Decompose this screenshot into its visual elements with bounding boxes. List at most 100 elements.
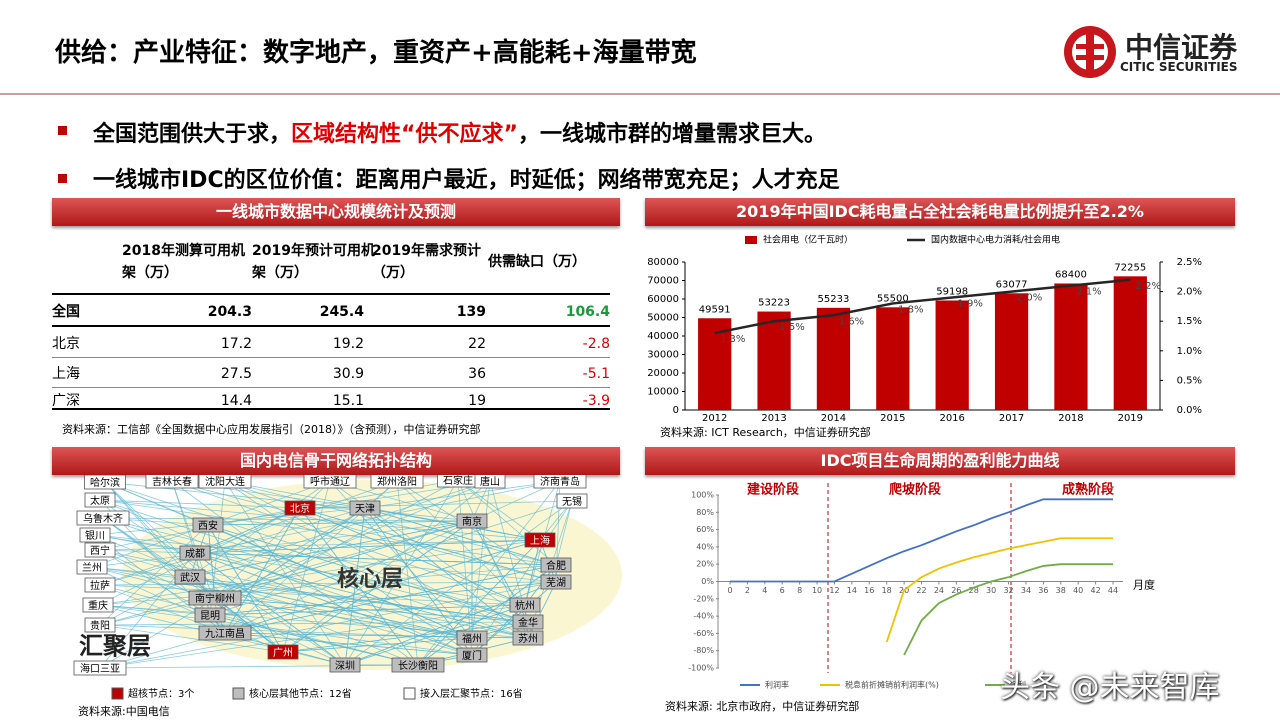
link (99, 499, 557, 566)
logo-cn: 中信证券 (1125, 31, 1238, 64)
data-label: 49591 (699, 304, 731, 315)
link (99, 524, 209, 626)
node-label: 太原 (90, 494, 110, 507)
x-tick-label: 2013 (761, 413, 786, 424)
line (885, 537, 1113, 643)
link (99, 664, 419, 669)
node-label: 兰州 (82, 561, 102, 574)
node (84, 617, 116, 633)
legend-label: 社会用电（亿千瓦时） (763, 234, 853, 246)
y2-tick-label: 1.5% (1177, 316, 1202, 327)
table-cell: 19.2 (332, 336, 364, 352)
y-tick-label: 20000 (647, 368, 679, 379)
link (282, 637, 473, 653)
node (192, 517, 224, 533)
x-tick-label: 8 (797, 586, 802, 595)
x-tick-label: 2018 (1058, 413, 1083, 424)
node (79, 527, 111, 543)
y-tick-label: -20% (693, 594, 714, 603)
node-label: 广州 (273, 647, 293, 659)
data-label: 1.5% (779, 322, 804, 333)
node (284, 500, 316, 516)
x-tick-label: 12 (829, 586, 839, 595)
y-tick-label: 80% (696, 508, 714, 517)
bar (935, 300, 969, 410)
x-tick-label: 34 (1021, 586, 1031, 595)
link (194, 552, 529, 639)
node-label: 拉萨 (90, 579, 110, 592)
node-label: 西宁 (90, 544, 110, 557)
link (214, 480, 491, 599)
link (189, 576, 529, 623)
chart: -100% -80% -60% -40% -20% 0% 20% 40% 60% 80% 100% 0… (665, 482, 1155, 714)
link (99, 520, 473, 626)
y2-tick-label: 2.0% (1177, 287, 1202, 298)
node (556, 493, 588, 509)
row-label: 广深 (52, 393, 80, 409)
link (99, 604, 526, 669)
node-label: 吉林长春 (152, 475, 192, 488)
y-tick-label: -40% (693, 612, 714, 621)
node (329, 657, 361, 673)
node-label: 福州 (462, 632, 482, 645)
link (207, 524, 216, 599)
y-tick-label: 30000 (647, 350, 679, 361)
source: 资料来源:中国电信 (78, 704, 170, 718)
bullet-text: 一线城市IDC的区位价值：距离用户最近，时延低；网络带宽充足；人才充足 (93, 168, 840, 193)
legend-label: 核心层其他节点：12省 (249, 687, 352, 700)
chart: 0 10000 20000 30000 40000 50000 60000 70000 8000… (647, 234, 1202, 440)
table-cell: 17.2 (220, 336, 252, 352)
node-label: 贵阳 (90, 619, 110, 632)
x-tick-label: 24 (934, 586, 944, 595)
legend-label: 超核节点：3个 (128, 687, 194, 700)
table-header: 2018年测算可用机架（万） (122, 243, 245, 281)
link (99, 581, 557, 669)
node-label: 海口三亚 (80, 662, 120, 675)
table-cell: 27.5 (220, 366, 252, 382)
y-tick-label: 50000 (647, 313, 679, 324)
node (76, 510, 130, 526)
node-label: 厦门 (462, 649, 482, 662)
logo-en: CITIC SECURITIES (1120, 60, 1238, 74)
x-tick-label: 2017 (999, 413, 1024, 424)
node (533, 475, 587, 489)
y-tick-label: 60% (696, 525, 714, 534)
data-label: 59198 (936, 286, 968, 297)
table-cell: 139 (456, 304, 486, 320)
node (524, 532, 556, 548)
watermark: 头条 @未来智库 (1000, 670, 1220, 705)
table-cell: 19 (468, 393, 486, 409)
table-cell: -3.9 (582, 393, 610, 409)
table-header: 2019年预计可用机架（万） (252, 243, 375, 281)
link (364, 507, 473, 656)
link (364, 507, 557, 566)
node (82, 597, 114, 613)
link (102, 517, 473, 522)
link (555, 500, 573, 566)
node-label: 成都 (185, 548, 205, 560)
x-axis-label: 月度 (1133, 578, 1155, 592)
x-tick-label: 4 (762, 586, 767, 595)
node (84, 542, 116, 558)
y-tick-label: -80% (693, 646, 714, 655)
node-label: 深圳 (335, 660, 355, 672)
node-label: 乌鲁木齐 (83, 512, 123, 525)
node (267, 644, 299, 660)
data-label: 72255 (1114, 262, 1146, 273)
link (214, 520, 473, 599)
y-tick-label: 20% (696, 560, 714, 569)
data-label: 1.9% (957, 299, 982, 310)
node (456, 630, 488, 646)
node (509, 597, 541, 613)
link (299, 507, 557, 583)
node-label: 合肥 (546, 559, 566, 572)
x-tick-label: 6 (780, 586, 785, 595)
node-label: 北京 (290, 502, 310, 515)
link (417, 480, 561, 666)
node (198, 625, 252, 641)
node (198, 475, 252, 489)
x-tick-label: 10 (812, 586, 822, 595)
node (188, 590, 242, 606)
y-tick-label: 40000 (647, 331, 679, 342)
link (364, 480, 561, 509)
